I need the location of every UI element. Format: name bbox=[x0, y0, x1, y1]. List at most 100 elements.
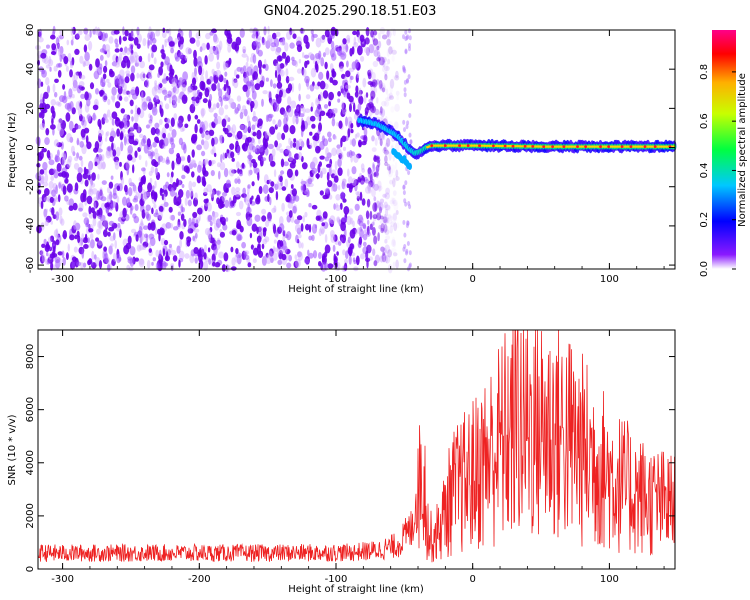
spectrogram-noise-cell bbox=[119, 228, 122, 238]
spectrogram-noise-cell bbox=[115, 43, 119, 48]
spectrogram-noise-cell bbox=[366, 225, 370, 236]
spectrogram-noise-cell bbox=[122, 36, 128, 42]
spectrogram-noise-cell bbox=[58, 62, 63, 68]
spectrogram-noise-cell bbox=[355, 255, 360, 266]
spectrogram-noise-cell bbox=[196, 119, 201, 124]
spectrogram-noise-cell bbox=[300, 223, 304, 232]
spectrogram-noise-cell bbox=[175, 155, 182, 165]
spectrogram-noise-cell bbox=[386, 214, 393, 225]
spectrogram-noise-cell bbox=[116, 57, 120, 66]
spectrogram-noise-cell bbox=[384, 244, 391, 254]
spectrogram-noise-cell bbox=[350, 129, 354, 134]
spectrogram-noise-cell bbox=[267, 113, 274, 119]
spectrogram-noise-cell bbox=[192, 89, 197, 97]
spectrogram-noise-cell bbox=[278, 55, 282, 61]
spectrogram-noise-cell bbox=[330, 108, 335, 114]
spectrogram-noise-cell bbox=[93, 147, 99, 153]
spectrogram-noise-cell bbox=[84, 233, 88, 242]
spectrogram-noise-cell bbox=[188, 161, 194, 169]
spectrogram-noise-cell bbox=[242, 65, 247, 73]
y-tick-label: -20 bbox=[25, 179, 36, 195]
spectrogram-noise-cell bbox=[118, 35, 122, 45]
spectrogram-noise-cell bbox=[358, 95, 364, 105]
spectrogram-noise-cell bbox=[278, 37, 284, 43]
spectrogram-noise-cell bbox=[73, 246, 78, 253]
y-tick-label: 4000 bbox=[25, 450, 36, 475]
spectrogram-noise-cell bbox=[386, 138, 391, 144]
spectrogram-noise-cell bbox=[122, 89, 128, 95]
spectrogram-noise-cell bbox=[295, 140, 300, 150]
spectrogram-noise-cell bbox=[211, 159, 216, 165]
spectrogram-noise-cell bbox=[379, 255, 384, 263]
spectrogram-noise-cell bbox=[151, 52, 154, 59]
spectrogram-noise-cell bbox=[138, 55, 143, 63]
spectrogram-noise-cell bbox=[272, 252, 278, 261]
spectrogram-noise-cell bbox=[408, 113, 412, 118]
spectrogram-noise-cell bbox=[379, 82, 386, 90]
spectrogram-noise-cell bbox=[126, 166, 130, 176]
spectrogram-noise-cell bbox=[275, 122, 281, 128]
spectrogram-noise-cell bbox=[382, 66, 385, 72]
spectrogram-noise-cell bbox=[140, 221, 144, 227]
spectrogram-noise-cell bbox=[323, 104, 329, 109]
spectrogram-noise-cell bbox=[377, 202, 384, 211]
spectrogram-noise-cell bbox=[180, 77, 186, 83]
spectrogram-noise-cell bbox=[246, 81, 253, 87]
spectrogram-noise-cell bbox=[196, 39, 200, 47]
spectrogram-noise-cell bbox=[49, 235, 55, 242]
spectrogram-noise-cell bbox=[136, 43, 141, 49]
spectrogram-noise-cell bbox=[128, 47, 133, 52]
spectrogram-noise-cell bbox=[367, 186, 372, 194]
spectrogram-noise-cell bbox=[211, 193, 214, 202]
spectrogram-noise-cell bbox=[367, 167, 372, 175]
spectrogram-noise-cell bbox=[385, 88, 389, 95]
spectrogram-noise-cell bbox=[178, 179, 182, 186]
spectrogram-noise-cell bbox=[97, 173, 100, 180]
spectrogram-noise-cell bbox=[209, 31, 214, 36]
spectrogram-noise-cell bbox=[393, 222, 398, 232]
spectrogram-noise-cell bbox=[52, 253, 58, 258]
spectrogram-noise-cell bbox=[371, 79, 378, 88]
spectrogram-noise-cell bbox=[93, 200, 99, 209]
spectrogram-noise-cell bbox=[318, 228, 322, 237]
spectrogram-noise-cell bbox=[272, 223, 277, 234]
spectrogram-noise-cell bbox=[350, 75, 354, 80]
colorbar-tick-label: 0.2 bbox=[699, 212, 710, 228]
spectrogram-noise-cell bbox=[205, 70, 209, 81]
spectrogram-noise-cell bbox=[76, 84, 82, 94]
spectrogram-noise-cell bbox=[53, 65, 58, 72]
spectrogram-noise-cell bbox=[211, 122, 216, 129]
spectrogram-noise-cell bbox=[154, 167, 158, 176]
spectrogram-noise-cell bbox=[231, 186, 236, 196]
spectrogram-noise-cell bbox=[243, 75, 250, 84]
spectrogram-noise-cell bbox=[248, 120, 251, 130]
spectrogram-noise-cell bbox=[158, 119, 163, 125]
spectrogram-noise-cell bbox=[386, 164, 391, 171]
spectrogram-noise-cell bbox=[318, 71, 324, 80]
spectrogram-noise-cell bbox=[170, 117, 175, 127]
spectrogram-noise-cell bbox=[379, 111, 383, 116]
spectrogram-noise-cell bbox=[257, 118, 263, 127]
spectrogram-noise-cell bbox=[113, 253, 117, 262]
spectrogram-noise-cell bbox=[375, 169, 379, 179]
spectrogram-noise-cell bbox=[295, 234, 299, 243]
spectrogram-noise-cell bbox=[151, 86, 158, 97]
spectrogram-noise-cell bbox=[187, 154, 191, 164]
spectrogram-signal-peak bbox=[584, 145, 587, 149]
spectrogram-noise-cell bbox=[285, 195, 291, 203]
spectrogram-noise-cell bbox=[92, 104, 99, 111]
spectrogram-noise-cell bbox=[294, 223, 301, 233]
spectrogram-noise-cell bbox=[276, 132, 282, 141]
spectrogram-noise-cell bbox=[381, 100, 387, 107]
spectrogram-noise-cell bbox=[405, 223, 409, 229]
spectrogram-noise-cell bbox=[296, 68, 302, 74]
spectrogram-noise-cell bbox=[367, 169, 373, 178]
spectrogram-noise-cell bbox=[219, 161, 226, 171]
spectrogram-noise-cell bbox=[286, 231, 292, 241]
spectrogram-noise-cell bbox=[159, 104, 162, 114]
spectrogram-noise-cell bbox=[173, 195, 177, 206]
spectrogram-noise-cell bbox=[291, 188, 297, 197]
spectrogram-noise-cell bbox=[171, 81, 177, 88]
spectrogram-noise-cell bbox=[145, 124, 151, 129]
spectrogram-noise-cell bbox=[89, 30, 92, 38]
